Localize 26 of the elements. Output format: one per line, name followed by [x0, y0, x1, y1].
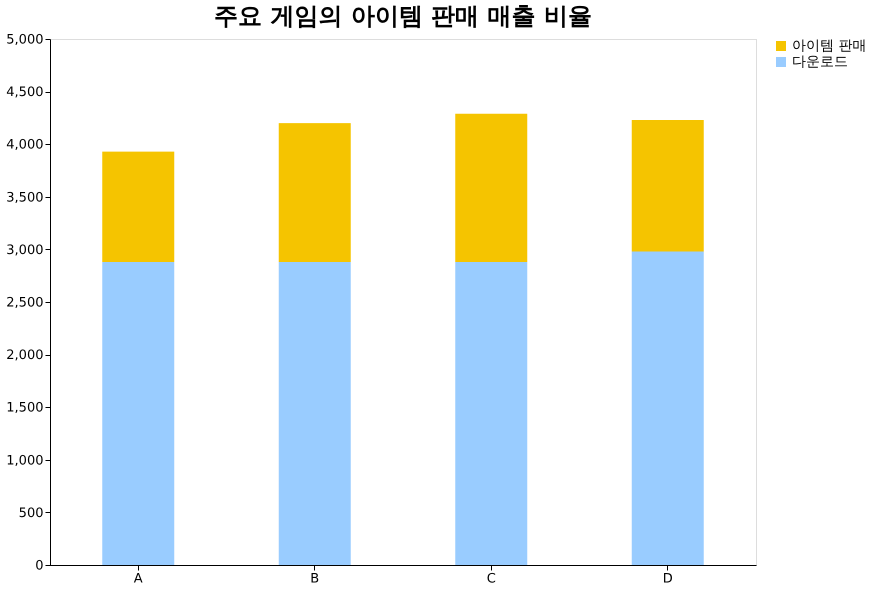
y-tick-label: 0 — [35, 558, 44, 574]
y-tick-label: 4,000 — [6, 138, 44, 153]
legend-label: 아이템 판매 — [792, 38, 866, 54]
y-tick-label: 4,500 — [6, 85, 44, 100]
y-tick-label: 3,000 — [6, 242, 44, 258]
bar — [632, 120, 704, 252]
legend-label: 다운로드 — [792, 54, 848, 70]
y-tick-label: 500 — [18, 506, 44, 521]
x-tick-label: A — [134, 572, 143, 586]
y-tick-label: 2,000 — [6, 348, 44, 364]
y-tick-label: 1,000 — [6, 453, 44, 468]
bar — [102, 262, 174, 565]
x-tick-label: B — [310, 572, 320, 586]
x-tick-label: C — [486, 572, 496, 586]
bar — [278, 123, 351, 262]
y-tick-label: 3,500 — [6, 190, 44, 206]
y-tick-label: 5,000 — [6, 32, 44, 48]
y-tick-label: 2,500 — [6, 296, 44, 310]
x-tick-label: D — [662, 572, 673, 586]
chart-title: 주요 게임의 아이템 판매 매출 비율 — [214, 2, 592, 30]
bar — [455, 262, 528, 565]
bar — [632, 252, 704, 565]
bar — [102, 152, 174, 262]
bar — [455, 114, 528, 262]
bar — [278, 262, 351, 565]
y-tick-label: 1,500 — [6, 400, 44, 416]
